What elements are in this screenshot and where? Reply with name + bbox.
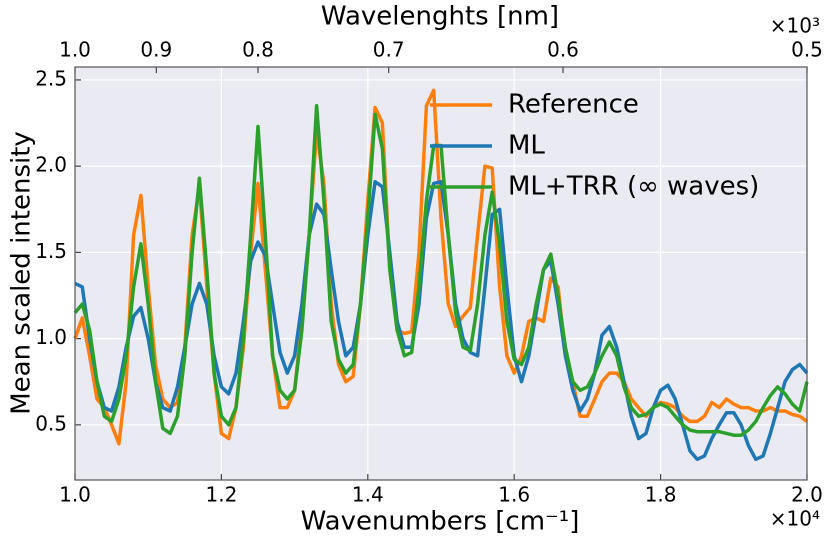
y-tick-label: 2.5 bbox=[35, 66, 67, 90]
x-tick-label: 1.6 bbox=[498, 483, 530, 507]
x2-tick-label: 0.6 bbox=[547, 38, 579, 62]
legend-label: ML bbox=[508, 131, 545, 161]
x-tick-label: 1.8 bbox=[645, 483, 677, 507]
x2-offset-label: ×10³ bbox=[770, 14, 820, 38]
y-tick-label: 2.0 bbox=[35, 153, 67, 177]
x2-tick-label: 0.7 bbox=[373, 38, 405, 62]
y-axis-label: Mean scaled intensity bbox=[7, 131, 37, 415]
x-offset-label: ×10⁴ bbox=[770, 507, 820, 531]
line-series bbox=[74, 179, 809, 462]
x2-tick-label: 0.8 bbox=[242, 38, 274, 62]
x2-tick-label: 1.0 bbox=[59, 38, 91, 62]
plot-frame bbox=[74, 66, 808, 481]
x-axis-label: Wavenumbers [cm⁻¹] bbox=[301, 507, 580, 537]
x2-tick-label: 0.5 bbox=[791, 38, 823, 62]
x2-tick-label: 0.9 bbox=[140, 38, 172, 62]
x-tick-label: 1.0 bbox=[59, 483, 91, 507]
y-tick-label: 0.5 bbox=[35, 411, 67, 435]
legend-label: ML+TRR (∞ waves) bbox=[508, 172, 759, 202]
y-tick-label: 1.5 bbox=[35, 239, 67, 263]
x-tick-label: 1.2 bbox=[205, 483, 237, 507]
x-tick-label: 2.0 bbox=[791, 483, 823, 507]
x2-axis-label: Wavelenghts [nm] bbox=[321, 2, 559, 32]
plot-background bbox=[75, 67, 807, 480]
x-tick-label: 1.4 bbox=[352, 483, 384, 507]
legend-label: Reference bbox=[508, 90, 639, 120]
y-tick-label: 1.0 bbox=[35, 325, 67, 349]
